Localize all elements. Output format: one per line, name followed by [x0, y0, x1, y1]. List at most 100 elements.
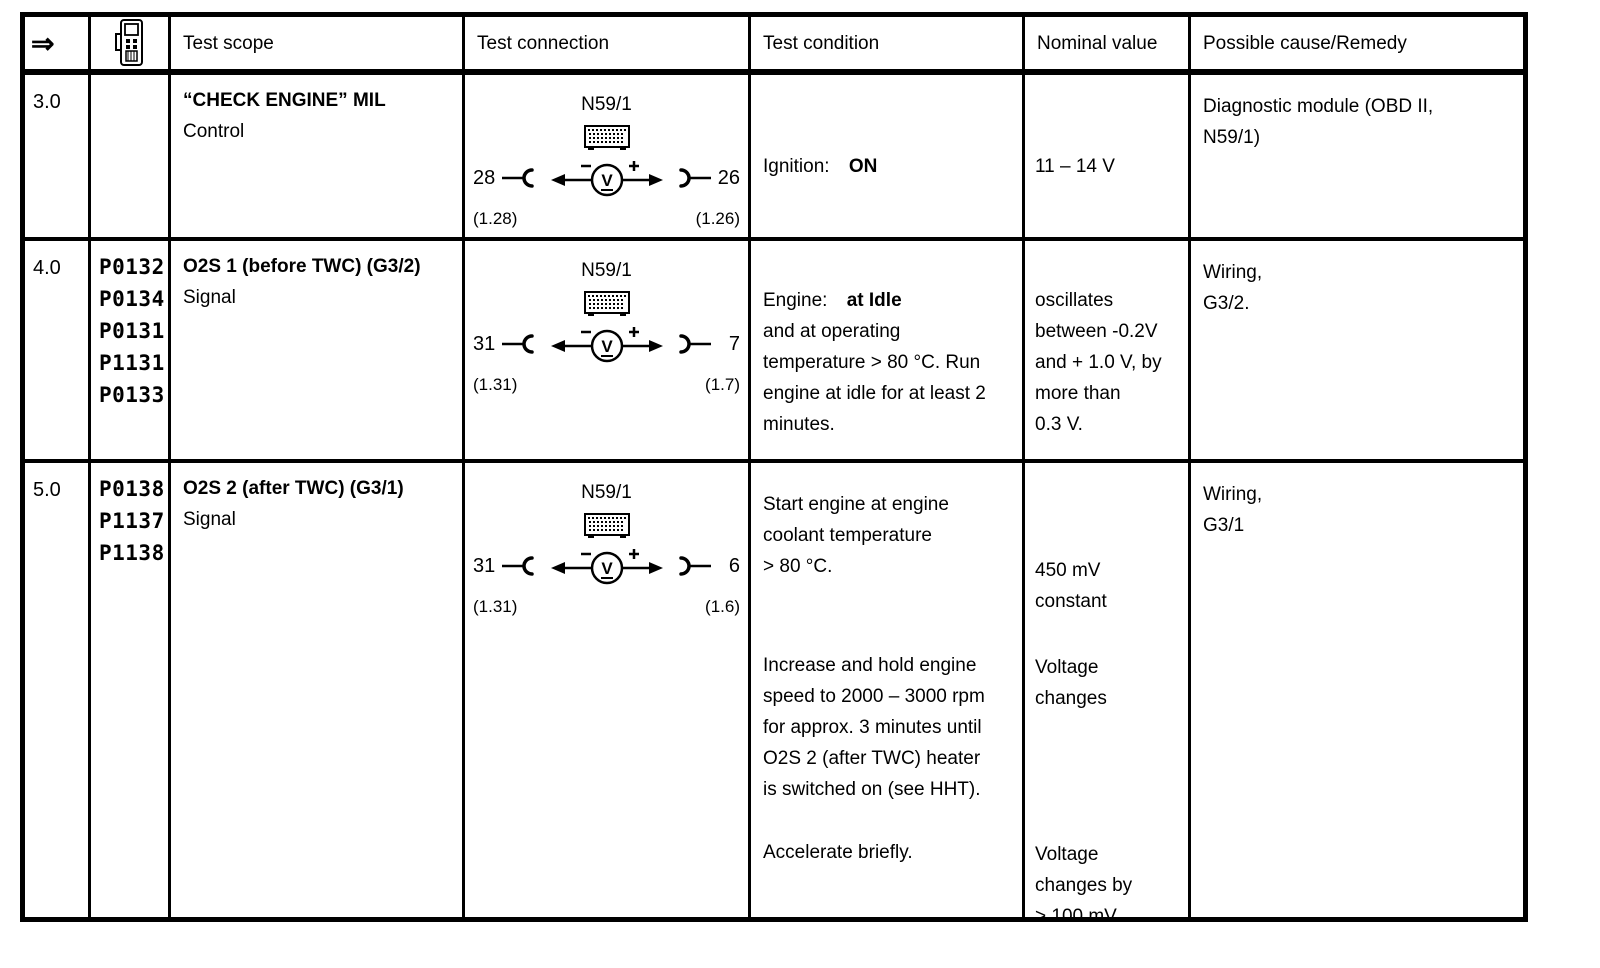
connector-id-label: N59/1 [581, 260, 632, 281]
header-cell-test-scope: Test scope [171, 17, 465, 75]
header-label: Test condition [763, 32, 880, 54]
possible-cause: Wiring, G3/2. [1203, 262, 1263, 314]
step-number: 4.0 [33, 257, 61, 279]
right-pin-number: 26 [717, 166, 740, 189]
test-condition-line: Engine: at Idle [763, 285, 1022, 316]
connector-id-label: N59/1 [581, 94, 632, 115]
header-label: Possible cause/Remedy [1203, 32, 1407, 54]
condition-value: ON [848, 156, 878, 177]
right-pin-number: 7 [728, 332, 740, 355]
test-scope-title: O2S 2 (after TWC) (G3/1) [183, 478, 404, 499]
hand-held-tester-icon [112, 18, 148, 68]
header-label: Nominal value [1037, 32, 1158, 54]
left-pin-number: 31 [473, 554, 496, 577]
right-pin-ref: (1.26) [695, 209, 740, 228]
left-pin-number: 28 [473, 166, 496, 189]
row-5-nominal-value-cell: 450 mV constant Voltage changes Voltage … [1025, 463, 1191, 917]
test-scope-title: O2S 1 (before TWC) (G3/2) [183, 256, 421, 277]
test-condition-line: Ignition: ON [763, 151, 1022, 182]
svg-text:V: V [601, 337, 613, 356]
header-cell-possible-cause: Possible cause/Remedy [1191, 17, 1523, 75]
pin-reference-row: (1.31) (1.6) [465, 591, 748, 622]
test-scope-subtitle: Control [183, 121, 245, 142]
voltmeter-hookup: 31 V [465, 543, 748, 589]
condition-label: Engine: [763, 290, 828, 311]
nominal-value-1: 450 mV constant [1035, 560, 1107, 612]
row-3-dtc-codes-cell [91, 75, 171, 241]
test-condition-text: and at operating temperature > 80 °C. Ru… [763, 321, 986, 435]
connector-icon [465, 288, 748, 318]
row-3-possible-cause-cell: Diagnostic module (OBD II, N59/1) [1191, 75, 1523, 241]
svg-text:V: V [601, 171, 613, 190]
nominal-value-2: Voltage changes [1035, 657, 1107, 709]
left-pin-number: 31 [473, 332, 496, 355]
left-socket-symbol [501, 556, 534, 576]
step-number: 5.0 [33, 479, 61, 501]
left-pin-ref: (1.28) [473, 209, 518, 228]
possible-cause: Wiring, G3/1 [1203, 484, 1263, 536]
right-pin-ref: (1.6) [705, 597, 740, 616]
row-3-test-connection-cell: N59/1 28 [465, 75, 751, 241]
test-condition-block-1: Start engine at engine coolant temperatu… [763, 494, 949, 577]
header-cell-tester [91, 17, 171, 75]
header-cell-test-condition: Test condition [751, 17, 1025, 75]
left-socket-symbol [501, 168, 534, 188]
pin-reference-row: (1.31) (1.7) [465, 369, 748, 400]
step-number: 3.0 [33, 91, 61, 113]
test-scope-subtitle: Signal [183, 287, 236, 308]
header-label: Test connection [477, 32, 610, 54]
header-label: Test scope [183, 32, 274, 54]
row-4-possible-cause-cell: Wiring, G3/2. [1191, 241, 1523, 463]
right-pin-number: 6 [728, 554, 740, 577]
dtc-code-list: P0132 P0134 P0131 P1131 P0133 [99, 255, 165, 407]
row-5-test-condition-cell: Start engine at engine coolant temperatu… [751, 463, 1025, 917]
test-scope-subtitle: Signal [183, 509, 236, 530]
step-arrow: ⇒ [31, 27, 55, 59]
right-socket-symbol [679, 168, 712, 188]
row-4-dtc-codes-cell: P0132 P0134 P0131 P1131 P0133 [91, 241, 171, 463]
voltmeter-hookup: 28 V [465, 155, 748, 201]
test-condition-block-2: Increase and hold engine speed to 2000 –… [763, 655, 985, 800]
voltmeter-hookup: 31 V [465, 321, 748, 367]
nominal-value: oscillates between -0.2V and + 1.0 V, by… [1035, 290, 1162, 435]
header-cell-test-connection: Test connection [465, 17, 751, 75]
right-socket-symbol [679, 556, 712, 576]
nominal-value: 11 – 14 V [1035, 156, 1115, 177]
row-5-test-scope-cell: O2S 2 (after TWC) (G3/1) Signal [171, 463, 465, 917]
connector-icon [465, 122, 748, 152]
row-4-nominal-value-cell: oscillates between -0.2V and + 1.0 V, by… [1025, 241, 1191, 463]
row-3-test-scope-cell: “CHECK ENGINE” MIL Control [171, 75, 465, 241]
right-socket-symbol [679, 334, 712, 354]
header-cell-nominal-value: Nominal value [1025, 17, 1191, 75]
left-socket-symbol [501, 334, 534, 354]
row-4-test-condition-cell: Engine: at Idle and at operating tempera… [751, 241, 1025, 463]
left-pin-ref: (1.31) [473, 597, 518, 616]
header-cell-step: ⇒ [25, 17, 91, 75]
svg-text:V: V [601, 559, 613, 578]
voltmeter-icon: V [550, 549, 663, 585]
condition-value: at Idle [846, 290, 902, 311]
condition-label: Ignition: [763, 156, 830, 177]
row-4-test-scope-cell: O2S 1 (before TWC) (G3/2) Signal [171, 241, 465, 463]
voltmeter-icon: V [550, 327, 663, 363]
right-pin-ref: (1.7) [705, 375, 740, 394]
row-5-dtc-codes-cell: P0138 P1137 P1138 [91, 463, 171, 917]
row-3-test-condition-cell: Ignition: ON [751, 75, 1025, 241]
connector-icon [465, 510, 748, 540]
row-5-step-number: 5.0 [25, 463, 91, 917]
nominal-value-3: Voltage changes by > 100 mV [1035, 844, 1133, 917]
row-5-test-connection-cell: N59/1 31 [465, 463, 751, 917]
row-4-test-connection-cell: N59/1 31 [465, 241, 751, 463]
dtc-code-list: P0138 P1137 P1138 [99, 477, 165, 565]
test-scope-title: “CHECK ENGINE” MIL [183, 90, 386, 111]
test-condition-block-3: Accelerate briefly. [763, 842, 913, 863]
diagnostic-test-table: ⇒ Test scope Test connectio [20, 12, 1528, 922]
row-5-possible-cause-cell: Wiring, G3/1 [1191, 463, 1523, 917]
connector-id-label: N59/1 [581, 482, 632, 503]
voltmeter-icon: V [550, 161, 663, 197]
row-4-step-number: 4.0 [25, 241, 91, 463]
pin-reference-row: (1.28) (1.26) [465, 203, 748, 234]
row-3-nominal-value-cell: 11 – 14 V [1025, 75, 1191, 241]
row-3-step-number: 3.0 [25, 75, 91, 241]
